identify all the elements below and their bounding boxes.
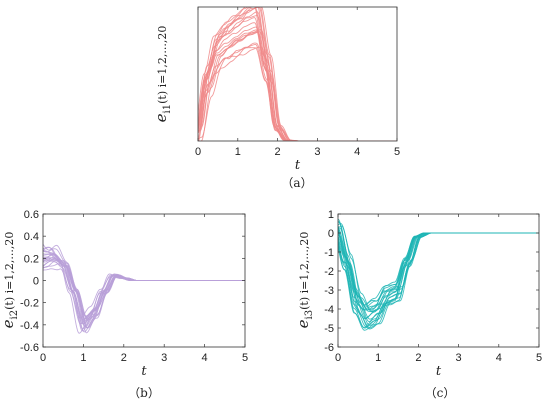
series-line: [338, 228, 539, 330]
series-line: [198, 7, 397, 141]
x-axis-label: t: [141, 364, 147, 379]
series-line: [198, 42, 397, 141]
y-axis-label-main: e: [0, 319, 17, 328]
series-line: [198, 47, 397, 141]
series-line: [338, 225, 539, 311]
series-line: [338, 228, 539, 320]
series-line: [43, 259, 245, 329]
y-axis-label-sub: i2: [9, 310, 20, 320]
y-axis-label-sub: i3: [304, 310, 315, 320]
y-tick-label: -4: [324, 304, 334, 316]
series-line: [338, 230, 539, 308]
series-line: [338, 232, 539, 329]
y-axis-label-args: (t) i=1,2,...,20: [298, 232, 311, 310]
series-group: [43, 244, 245, 334]
y-tick-label: 0: [33, 276, 39, 288]
x-axis-label: t: [436, 364, 442, 379]
x-tick-label: 3: [456, 352, 462, 364]
x-tick-label: 4: [496, 352, 502, 364]
series-line: [198, 11, 397, 141]
x-tick-label: 5: [242, 352, 248, 364]
series-line: [338, 232, 539, 311]
y-tick-label: -0.4: [20, 320, 39, 332]
series-line: [198, 15, 397, 141]
x-tick-label: 1: [235, 146, 241, 158]
x-tick-label: 4: [202, 352, 208, 364]
y-tick-label: 1: [328, 209, 334, 221]
y-axis-label: ei1(t) i=1,2,...,20: [152, 26, 173, 123]
series-group: [198, 7, 397, 141]
x-tick-label: 0: [195, 146, 201, 158]
series-line: [43, 258, 245, 321]
series-line: [198, 29, 397, 141]
x-tick-label: 5: [536, 352, 542, 364]
y-axis-label-main: e: [152, 113, 170, 122]
y-axis-label-main: e: [294, 319, 312, 328]
x-tick-label: 2: [121, 352, 127, 364]
series-line: [338, 229, 539, 311]
series-line: [198, 17, 397, 141]
series-line: [338, 232, 539, 310]
y-axis-label: ei2(t) i=1,2,...,20: [0, 232, 20, 329]
y-tick-label: -6: [324, 342, 334, 354]
y-tick-label: 0.4: [24, 231, 39, 243]
y-tick-label: -3: [324, 285, 334, 297]
series-line: [198, 31, 397, 141]
chart-panel-1: 0 1 2 3 4 5 t ei1(t) i=1,2,...,20 （a）: [152, 6, 400, 190]
panel-label: （b）: [128, 386, 160, 400]
axes-frame: [197, 6, 398, 142]
series-line: [338, 232, 539, 331]
series-line: [338, 221, 539, 313]
series-line: [338, 225, 539, 306]
panel-label: （c）: [425, 386, 456, 400]
series-line: [198, 44, 397, 141]
series-line: [338, 229, 539, 328]
x-axis-label: t: [295, 158, 301, 173]
series-line: [198, 7, 397, 141]
series-line: [198, 26, 397, 141]
chart-panel-2: 0 1 2 3 4 5 0.6 0.4 0.2 0 -0.2 -0.4 -0.6 t ei2(t) i=1,…: [0, 209, 248, 400]
y-tick-label: -1: [324, 247, 334, 259]
y-tick-label: -2: [324, 266, 334, 278]
y-axis-label-args: (t) i=1,2,...,20: [3, 232, 16, 310]
y-tick-label: -5: [324, 323, 334, 335]
y-tick-label: 0.2: [24, 253, 39, 265]
x-tick-label: 2: [275, 146, 281, 158]
x-tick-label: 1: [375, 352, 381, 364]
series-line: [198, 7, 397, 141]
chart-panel-3: 0 1 2 3 4 5 1 0 -1 -2 -3 -4 -5 -6 t ei3(t) i=1,2,...,20…: [294, 209, 542, 400]
series-line: [338, 232, 539, 329]
series-line: [43, 258, 245, 329]
y-axis-label-args: (t) i=1,2,...,20: [156, 26, 169, 104]
y-tick-label: -0.2: [20, 298, 39, 310]
series-line: [198, 46, 397, 141]
y-axis-label-sub: i1: [162, 104, 173, 114]
y-tick-label: 0: [328, 228, 334, 240]
x-tick-label: 3: [161, 352, 167, 364]
y-tick-label: 0.6: [24, 209, 39, 221]
x-tick-label: 0: [335, 352, 341, 364]
x-tick-label: 0: [40, 352, 46, 364]
x-tick-label: 3: [314, 146, 320, 158]
series-line: [338, 232, 539, 329]
axes-frame: [337, 213, 540, 348]
y-tick-label: -0.6: [20, 342, 39, 354]
x-tick-label: 5: [394, 146, 400, 158]
series-line: [199, 29, 397, 141]
series-line: [198, 22, 397, 141]
x-tick-label: 1: [80, 352, 86, 364]
panel-label: （a）: [281, 176, 312, 190]
series-line: [338, 232, 539, 306]
x-tick-label: 2: [415, 352, 421, 364]
series-line: [198, 7, 397, 141]
y-axis-label: ei3(t) i=1,2,...,20: [294, 232, 315, 329]
x-tick-label: 4: [354, 146, 360, 158]
series-group: [338, 218, 539, 331]
